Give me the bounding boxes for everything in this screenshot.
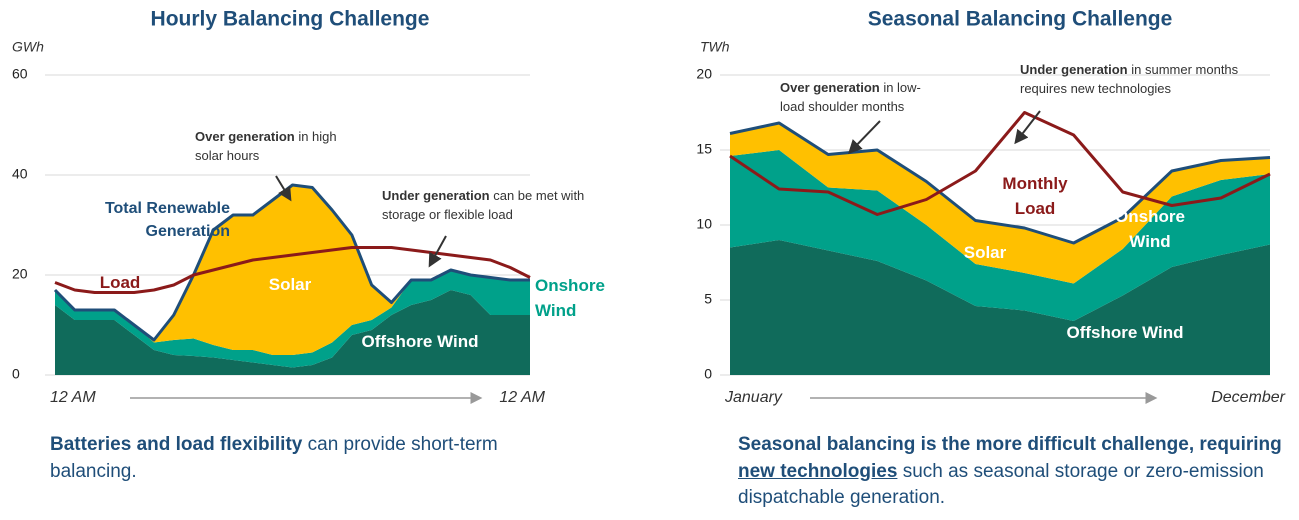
x-tick-label: 12 AM [499,389,545,406]
y-tick-label: 60 [12,66,28,82]
line [54,246,531,294]
y-tick-label: 5 [704,291,712,307]
y-axis-label: TWh [700,39,730,55]
total-outline [729,121,1271,245]
annotation-text: in high solar hours [195,129,341,163]
area [55,185,530,355]
x-tick-label: January [724,389,783,406]
area [730,240,1270,375]
series-label: Onshore Wind [535,274,625,323]
series-label: Monthly Load [985,172,1085,221]
series-name: Onshore Wind [535,276,605,320]
annotation-text: can be met with storage or flexible load [382,188,588,222]
y-axis-label: GWh [12,39,44,55]
x-tick-label: 12 AM [50,389,96,406]
annotation-bold: Over generation [780,80,880,95]
series-name: Onshore Wind [1115,207,1185,251]
series-name: Solar [963,243,1007,262]
chart-title: Seasonal Balancing Challenge [868,8,1173,31]
y-tick-label: 10 [696,216,712,232]
series-name: Load [99,273,141,292]
area [730,150,1270,321]
chart-title: Hourly Balancing Challenge [151,8,430,31]
y-tick-label: 0 [12,366,20,382]
annotation-arrow [428,235,447,268]
annotation: Under generation can be met with storage… [382,187,587,225]
x-tick-label: December [1211,389,1285,406]
annotation-arrow [275,175,292,202]
series-name: Solar [268,275,312,294]
annotation-bold: Under generation [382,188,490,203]
line [729,111,1271,216]
area [55,270,530,368]
series-label: Load [90,271,150,296]
caption: Seasonal balancing is the more difficult… [738,432,1299,512]
y-tick-label: 40 [12,166,28,182]
caption-text: such as seasonal storage or zero-emissio… [738,460,1270,509]
caption-text: new technologies [738,460,898,482]
series-label: Solar [240,273,340,298]
area [730,123,1270,284]
y-tick-label: 15 [696,141,712,157]
annotation: Total Renewable Generation [70,197,230,243]
series-label: Offshore Wind [1045,321,1205,346]
annotation-bold: Under generation [1020,62,1128,77]
y-tick-label: 20 [696,66,712,82]
y-tick-label: 0 [704,366,712,382]
annotation-bold: Total Renewable Generation [104,200,230,241]
series-label: Offshore Wind [340,330,500,355]
annotation-bold: Over generation [195,129,295,144]
series-label: Solar [935,241,1035,266]
annotation-text: in summer months requires new technologi… [1020,62,1242,96]
series-name: Offshore Wind [361,332,479,351]
caption-text: can provide short-term balancing. [50,434,503,482]
chart: Seasonal Balancing Challenge TWh 0 5 10 15 20 J… [696,8,1285,407]
annotation-arrow [1014,110,1041,145]
annotation: Under generation in summer months requir… [1020,61,1270,99]
y-tick-label: 20 [12,266,28,282]
annotation-arrow [848,120,881,155]
series-name: Monthly Load [1002,174,1068,218]
caption-text: Batteries and load flexibility [50,434,303,455]
annotation: Over generation in low-load shoulder mon… [780,79,945,117]
chart: Hourly Balancing Challenge GWh 0 20 40 60 12 A… [12,8,546,407]
annotation: Over generation in high solar hours [195,128,345,166]
series-label: Onshore Wind [1105,205,1195,254]
caption-text: Seasonal balancing is the more difficult… [738,434,1288,455]
annotation-text: in low-load shoulder months [780,80,921,114]
area [55,290,530,375]
caption: Batteries and load flexibility can provi… [50,432,500,485]
total-outline [53,183,530,342]
series-name: Offshore Wind [1066,323,1184,342]
